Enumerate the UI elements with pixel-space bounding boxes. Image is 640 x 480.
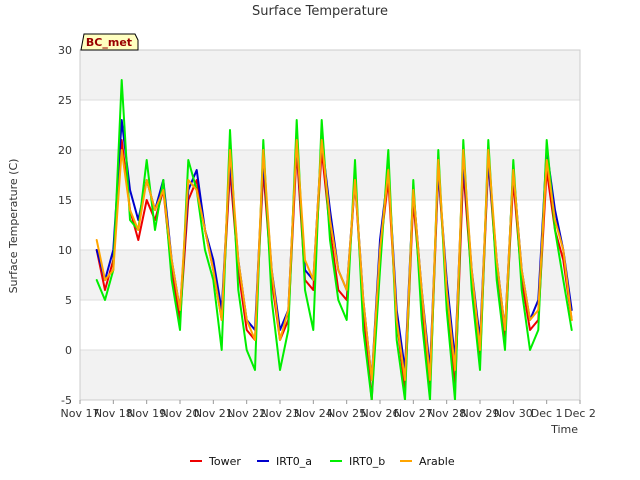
y-tick-label: 30: [58, 44, 72, 57]
x-tick-label: Nov 20: [161, 407, 200, 420]
station-badge-label: BC_met: [86, 36, 132, 49]
legend-label: Tower: [208, 455, 241, 468]
background-band: [80, 250, 580, 300]
chart-title: Surface Temperature: [252, 4, 388, 19]
x-tick-label: Nov 18: [94, 407, 133, 420]
legend-label: Arable: [419, 455, 455, 468]
y-tick-label: -5: [61, 394, 72, 407]
y-tick-label: 20: [58, 144, 72, 157]
station-badge: BC_met: [80, 33, 139, 51]
x-tick-label: Nov 23: [261, 407, 300, 420]
x-tick-label: Nov 27: [394, 407, 433, 420]
x-tick-label: Nov 25: [327, 407, 366, 420]
x-tick-label: Nov 19: [127, 407, 166, 420]
legend-label: IRT0_a: [276, 455, 312, 468]
x-tick-label: Nov 30: [494, 407, 533, 420]
y-axis-label: Surface Temperature (C): [7, 159, 20, 294]
y-axis-ticks: -5 0 5 10 15 20 25 30: [58, 44, 72, 407]
legend-label: IRT0_b: [349, 455, 385, 468]
x-tick-label: Dec 1: [531, 407, 563, 420]
x-tick-label: Nov 21: [194, 407, 233, 420]
x-tick-label: Nov 26: [361, 407, 400, 420]
x-tick-label: Nov 24: [294, 407, 333, 420]
x-tick-label: Dec 2: [564, 407, 596, 420]
x-tick-label: Nov 17: [61, 407, 100, 420]
y-tick-label: 0: [65, 344, 72, 357]
y-tick-label: 10: [58, 244, 72, 257]
y-tick-label: 5: [65, 294, 72, 307]
background-band: [80, 150, 580, 200]
x-tick-label: Nov 28: [427, 407, 466, 420]
legend: Tower IRT0_a IRT0_b Arable: [190, 455, 455, 468]
x-axis-label: Time: [550, 423, 578, 436]
y-tick-label: 25: [58, 94, 72, 107]
x-tick-label: Nov 22: [227, 407, 266, 420]
background-band: [80, 350, 580, 400]
x-tick-label: Nov 29: [461, 407, 500, 420]
y-tick-label: 15: [58, 194, 72, 207]
series-lines: [95, 79, 573, 400]
background-band: [80, 50, 580, 100]
series-line-arable: [95, 139, 573, 381]
plot-area: [79, 49, 581, 401]
